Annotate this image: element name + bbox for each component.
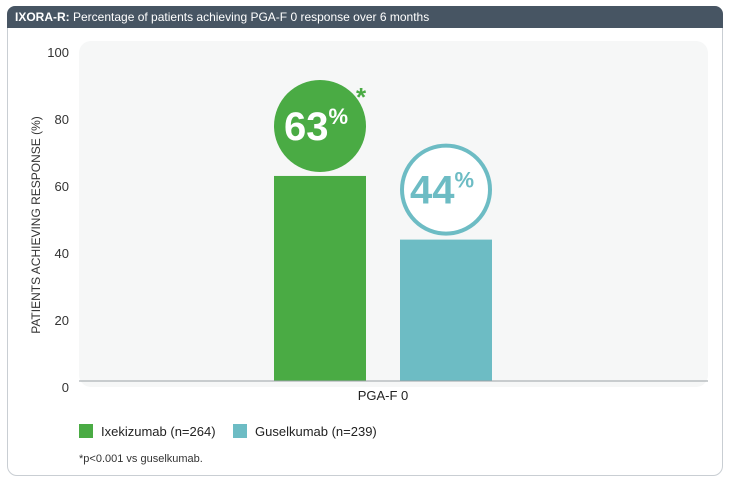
y-tick-label: 100	[47, 45, 69, 60]
data-label-ixekizumab: 63%	[284, 104, 348, 149]
y-tick-label: 80	[55, 112, 69, 127]
value-badge-ixekizumab	[274, 79, 366, 172]
header-title-text: Percentage of patients achieving PGA-F 0…	[69, 10, 430, 24]
x-tick-label: PGA-F 0	[358, 388, 409, 403]
y-tick-label: 0	[62, 380, 69, 395]
y-tick-label: 60	[55, 179, 69, 194]
legend-swatch-guselkumab	[233, 424, 247, 438]
legend-label-ixekizumab: Ixekizumab (n=264)	[101, 423, 216, 439]
legend-swatch-ixekizumab	[79, 424, 93, 438]
chart-header: IXORA-R: Percentage of patients achievin…	[7, 6, 723, 28]
header-study-name: IXORA-R:	[15, 10, 70, 24]
y-axis-label: PATIENTS ACHIEVING RESPONSE (%)	[29, 116, 43, 334]
y-tick-label: 40	[55, 246, 69, 261]
bar-ixekizumab	[274, 175, 366, 381]
significance-marker: *	[356, 82, 367, 112]
data-label-guselkumab: 44%	[410, 168, 474, 213]
bar-guselkumab	[400, 239, 492, 381]
legend-item-ixekizumab: Ixekizumab (n=264)	[79, 422, 216, 440]
legend-item-guselkumab: Guselkumab (n=239)	[233, 422, 377, 440]
y-axis-ticks: 0 20 40 60 80 100	[47, 45, 69, 395]
value-badge-guselkumab	[400, 143, 492, 236]
bars-group: 63% * 44%	[274, 79, 492, 381]
footnote: *p<0.001 vs guselkumab.	[79, 453, 203, 465]
y-tick-label: 20	[55, 313, 69, 328]
legend-label-guselkumab: Guselkumab (n=239)	[255, 423, 377, 439]
plot-background	[79, 41, 708, 387]
